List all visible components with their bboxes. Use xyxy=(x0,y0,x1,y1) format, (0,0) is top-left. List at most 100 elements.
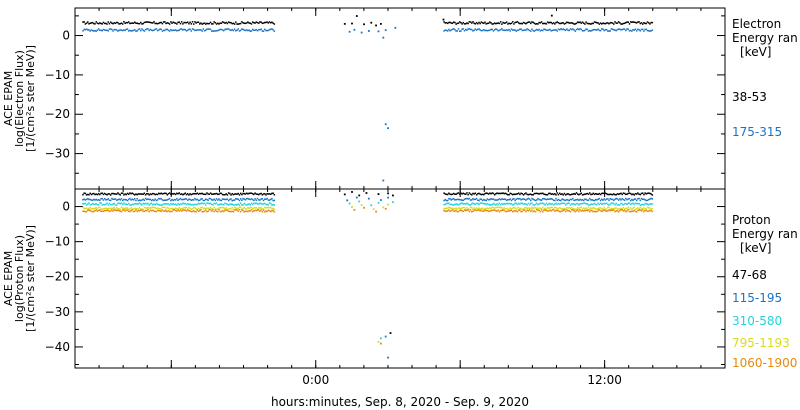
data-point xyxy=(513,29,515,31)
data-point xyxy=(545,208,548,210)
data-point xyxy=(501,28,503,30)
legend-title: Electron xyxy=(732,17,781,31)
data-point xyxy=(586,203,589,205)
legend-entry: 795-1193 xyxy=(732,336,790,350)
data-point xyxy=(474,23,477,25)
data-point xyxy=(448,198,450,200)
data-point xyxy=(121,207,124,210)
data-point xyxy=(177,208,179,210)
data-point xyxy=(220,210,223,213)
data-point xyxy=(605,202,608,204)
data-point xyxy=(170,207,172,210)
data-point xyxy=(236,193,238,195)
data-point xyxy=(491,206,493,209)
data-point xyxy=(136,193,138,196)
data-point xyxy=(628,23,631,25)
data-point xyxy=(226,209,229,212)
data-point xyxy=(566,203,568,205)
data-point xyxy=(177,199,179,202)
data-point xyxy=(584,209,586,212)
data-point xyxy=(617,21,620,23)
data-point xyxy=(505,21,508,23)
data-point xyxy=(628,197,631,200)
data-point xyxy=(596,22,598,24)
data-point xyxy=(100,208,102,210)
data-point xyxy=(651,194,654,196)
data-point xyxy=(90,203,93,206)
data-point xyxy=(148,210,150,213)
data-point xyxy=(467,193,469,196)
data-point xyxy=(595,192,597,195)
data-point xyxy=(189,193,191,195)
data-point xyxy=(89,204,91,206)
data-point xyxy=(202,28,205,30)
data-point xyxy=(108,207,111,210)
data-point xyxy=(639,30,642,32)
data-point xyxy=(212,208,214,211)
data-point xyxy=(83,192,85,194)
data-point xyxy=(105,22,107,25)
data-point xyxy=(109,194,112,196)
data-point xyxy=(495,204,497,206)
data-point xyxy=(477,22,479,25)
data-point xyxy=(99,193,101,196)
data-point xyxy=(644,28,646,31)
data-point xyxy=(513,203,515,206)
data-point xyxy=(604,208,607,210)
data-point xyxy=(242,207,244,210)
data-point xyxy=(610,209,613,212)
data-point xyxy=(587,199,590,201)
data-point xyxy=(251,203,254,206)
data-point xyxy=(206,207,208,210)
data-point xyxy=(576,203,579,205)
data-point xyxy=(638,21,640,23)
data-point xyxy=(85,210,88,213)
data-point xyxy=(237,28,239,30)
data-point xyxy=(84,23,87,25)
data-point xyxy=(450,22,453,24)
data-point xyxy=(615,210,617,212)
data-point xyxy=(508,202,510,205)
data-point xyxy=(96,208,99,210)
data-point xyxy=(549,28,551,31)
data-point xyxy=(450,207,453,210)
data-point xyxy=(485,199,487,202)
data-point xyxy=(143,192,146,195)
data-point xyxy=(166,28,168,31)
data-point xyxy=(466,29,468,31)
data-point xyxy=(200,202,202,205)
data-point xyxy=(379,199,382,201)
data-point xyxy=(487,210,490,213)
data-point xyxy=(109,210,112,212)
data-point xyxy=(253,193,255,196)
data-point xyxy=(576,207,579,209)
data-point xyxy=(626,203,628,205)
data-point xyxy=(507,193,509,196)
data-point xyxy=(221,206,224,209)
data-point xyxy=(570,198,573,201)
data-point xyxy=(549,209,551,211)
data-point xyxy=(205,204,207,206)
data-point xyxy=(232,29,235,32)
data-point xyxy=(555,29,557,31)
data-point xyxy=(226,203,229,206)
data-point xyxy=(186,193,189,195)
data-point xyxy=(650,208,652,210)
data-point xyxy=(197,21,200,24)
data-point xyxy=(516,203,519,206)
data-point xyxy=(176,192,178,195)
data-point xyxy=(523,22,526,24)
data-point xyxy=(162,210,165,212)
data-point xyxy=(546,206,549,209)
data-point xyxy=(377,340,380,343)
data-point xyxy=(510,208,513,210)
data-point xyxy=(475,29,478,31)
data-point xyxy=(629,210,632,213)
data-point xyxy=(256,203,259,205)
data-point xyxy=(219,22,221,24)
data-point xyxy=(572,209,574,211)
data-point xyxy=(496,28,498,31)
data-point xyxy=(197,202,200,205)
data-point xyxy=(613,28,615,31)
data-point xyxy=(643,193,645,196)
